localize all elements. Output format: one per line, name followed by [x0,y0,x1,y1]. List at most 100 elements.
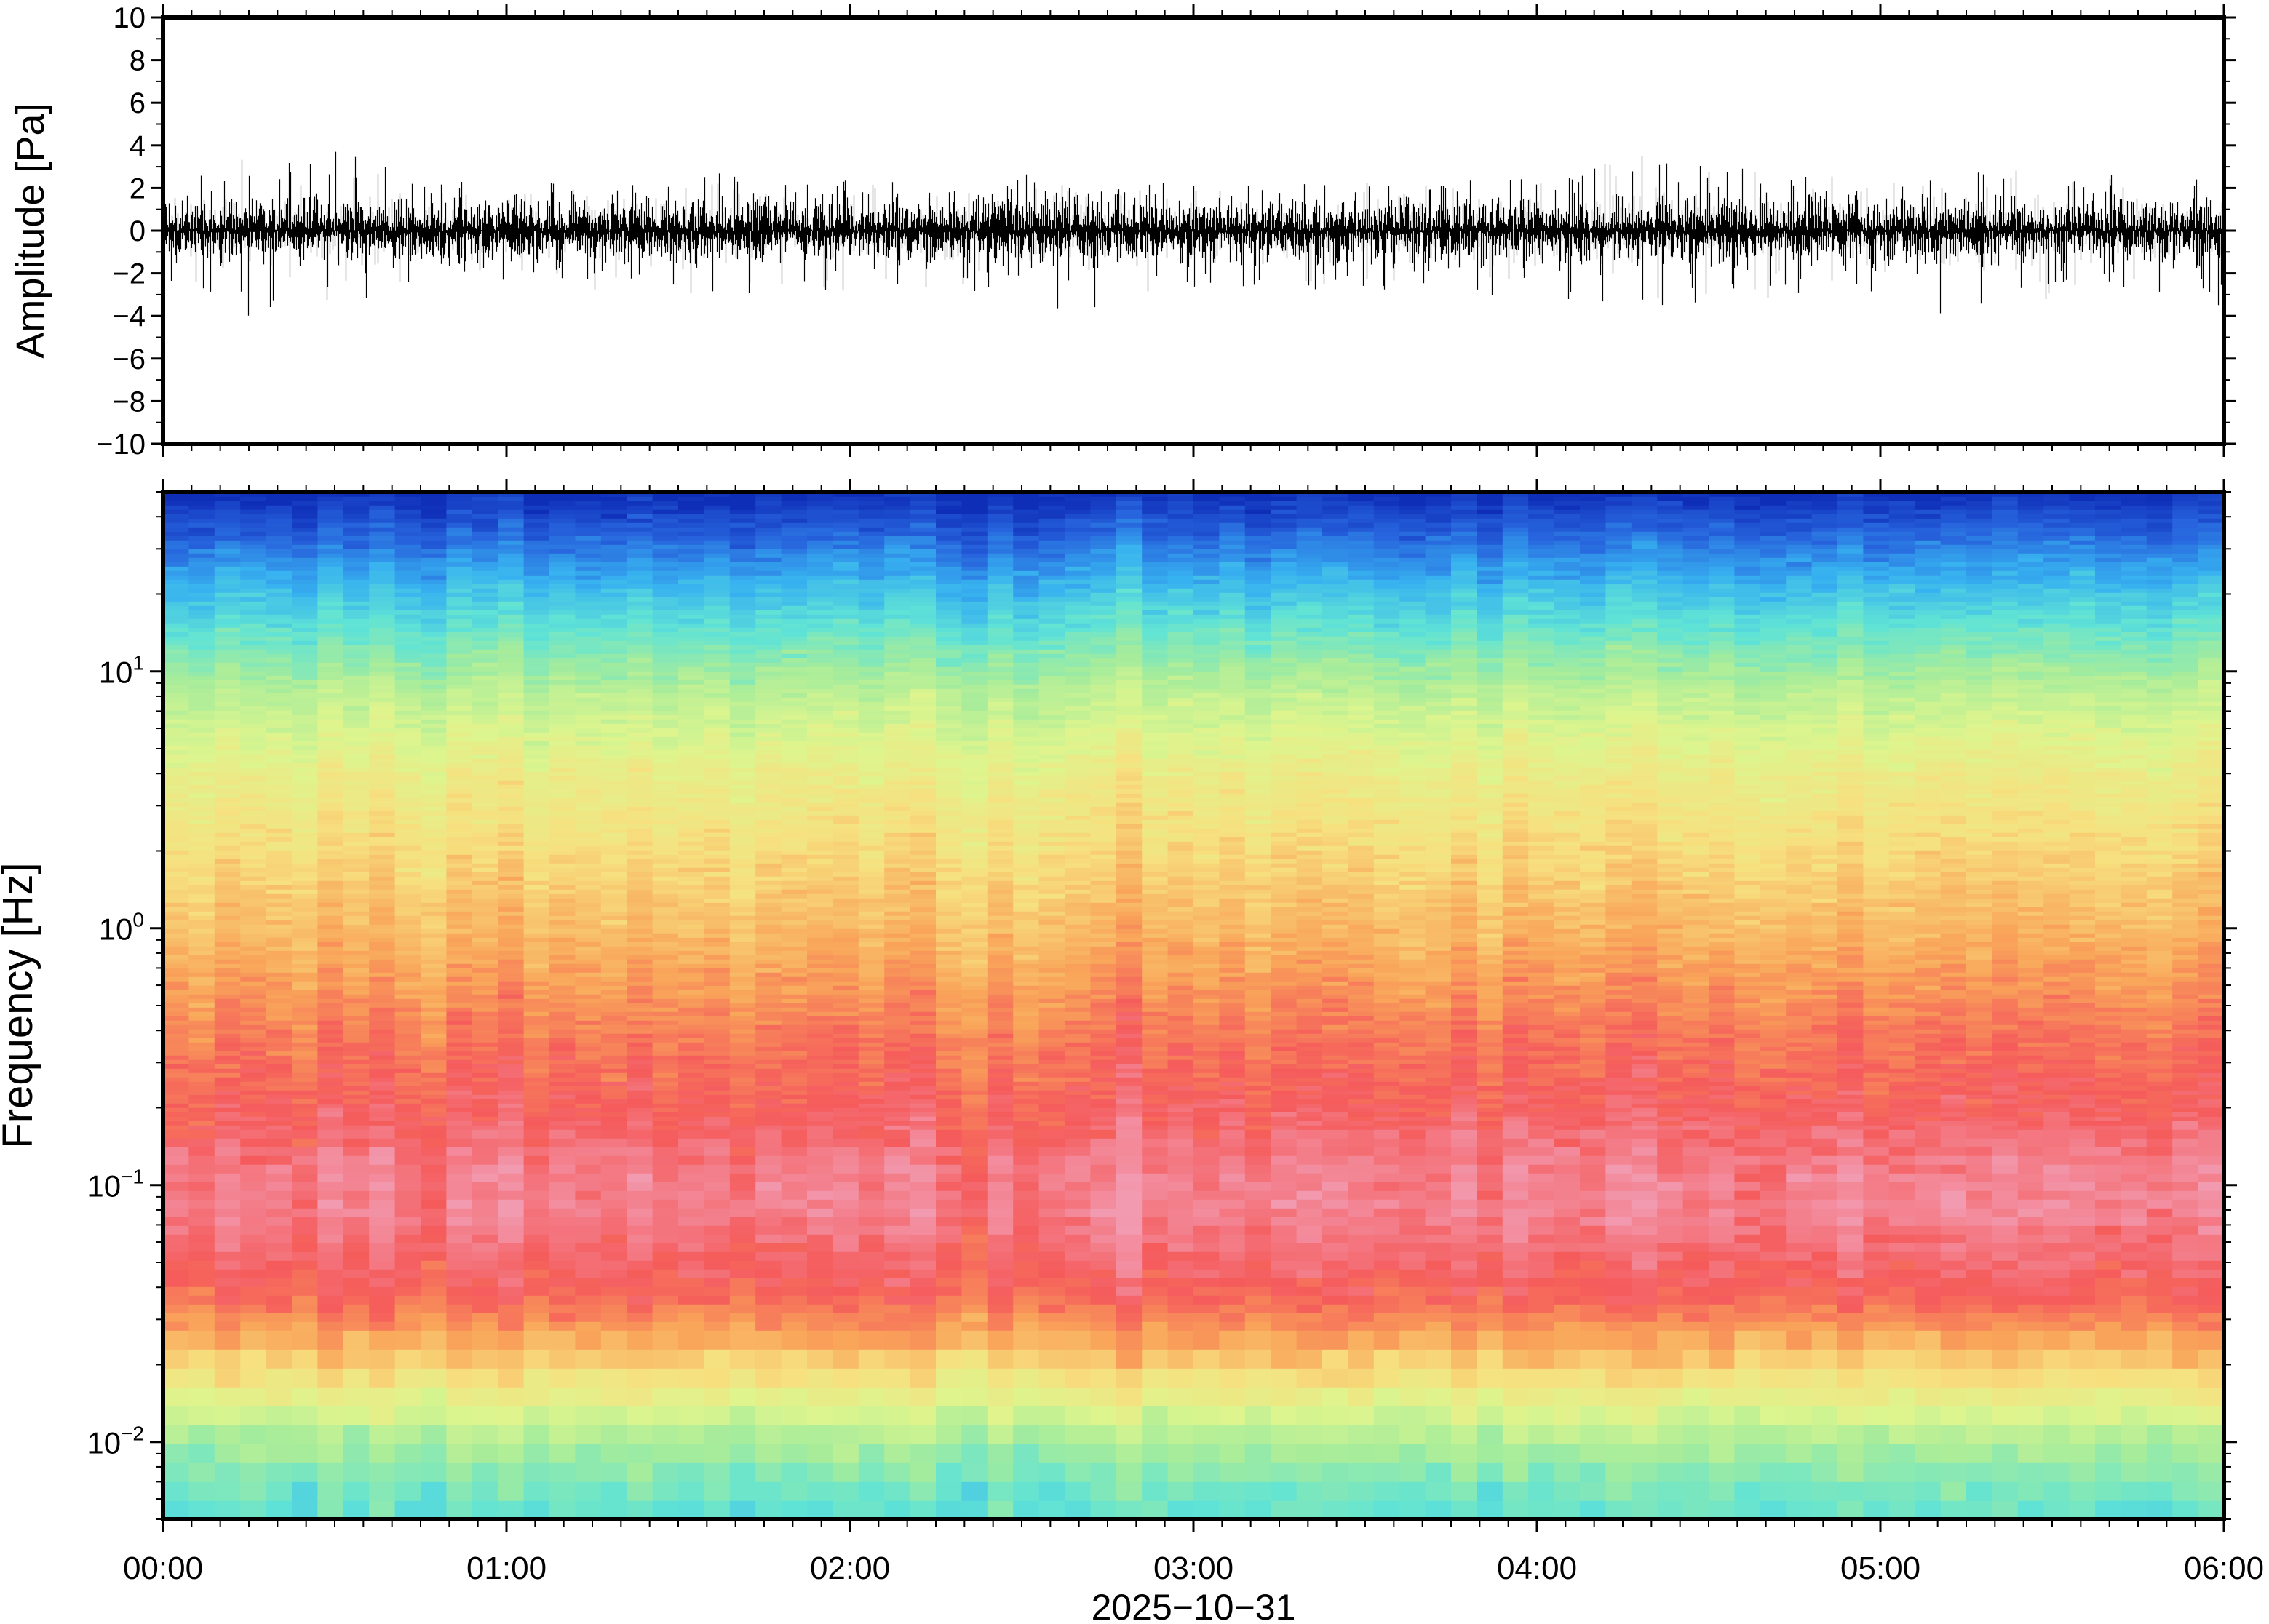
spectrogram-cell [1193,1313,1220,1322]
spectrogram-cell [1760,1251,1787,1261]
spectrogram-cell [369,1051,396,1056]
spectrogram-cell [2198,1330,2224,1350]
spectrogram-cell [1837,1182,1864,1191]
spectrogram-cell [343,1107,370,1112]
spectrogram-cell [704,1033,731,1038]
spectrogram-cell [343,1500,370,1519]
spectrogram-cell [884,1444,911,1463]
spectrogram-cell [1090,1016,1117,1021]
spectrogram-cell [1271,1500,1298,1519]
spectrogram-cell [1065,1406,1092,1425]
spectrogram-cell [936,1217,963,1226]
spectrogram-cell [1528,1368,1555,1388]
spectrogram-cell [498,1011,525,1016]
spectrogram-cell [1915,1046,1942,1051]
spectrogram-cell [1090,1500,1117,1519]
spectrogram-cell [1477,1278,1503,1287]
spectrogram-cell [1554,1051,1581,1056]
spectrogram-cell [1142,1225,1169,1235]
spectrogram-cell [2172,1138,2199,1147]
spectrogram-cell [1682,1068,1709,1073]
spectrogram-cell [1992,1368,2019,1388]
spectrogram-cell [1477,1368,1503,1388]
spectrogram-cell [266,1164,293,1174]
spectrogram-cell [1605,1387,1632,1406]
spectrogram-cell [627,1051,653,1056]
spectrogram-cell [343,1368,370,1388]
spectrogram-cell [1142,1425,1169,1444]
spectrogram-cell [421,1059,448,1064]
spectrogram-cell [421,1020,448,1025]
spectrogram-cell [498,1500,525,1519]
spectrogram-cell [1786,1173,1813,1182]
spectrogram-cell [1605,1055,1632,1060]
spectrogram-cell [1167,1295,1194,1305]
spectrogram-cell [1631,1116,1658,1121]
spectrogram-cell [1425,1164,1452,1174]
spectrogram-cell [936,1094,963,1099]
spectrogram-cell [1863,1286,1890,1296]
spectrogram-cell [2069,1260,2096,1270]
spectrogram-cell [188,1368,215,1388]
spectrogram-cell [1657,1444,1684,1463]
spectrogram-cell [627,1173,653,1182]
spectrogram-cell [2198,1199,2224,1209]
spectrogram-cell [1451,1243,1478,1252]
spectrogram-cell [1992,1147,2019,1156]
spectrogram-cell [266,1286,293,1296]
spectrogram-cell [678,1321,705,1331]
spectrogram-cell [1631,1481,1658,1501]
spectrogram-cell [2017,1094,2044,1099]
spectrogram-cell [446,1064,473,1069]
spectrogram-cell [1992,1349,2019,1369]
spectrogram-cell [1399,1462,1426,1482]
spectrogram-cell [1837,1199,1864,1209]
spectrogram-cell [292,1090,319,1095]
spectrogram-cell [987,1243,1014,1252]
spectrogram-cell [884,1190,911,1200]
spectrogram-cell [214,1116,241,1121]
spectrogram-cell [214,1406,241,1425]
spectrogram-cell [575,1217,602,1226]
spectrogram-cell [1193,1225,1220,1235]
spectrogram-cell [1682,1330,1709,1350]
spectrogram-cell [1580,1349,1607,1369]
spectrogram-cell [833,1055,859,1060]
spectrogram-cell [1811,1020,1838,1025]
spectrogram-cell [1038,1349,1065,1369]
spectrogram-cell [343,1068,370,1073]
spectrogram-cell [1554,1068,1581,1073]
spectrogram-cell [523,1068,550,1073]
spectrogram-cell [1554,1138,1581,1147]
spectrogram-cell [2043,1020,2070,1025]
spectrogram-cell [1682,1055,1709,1060]
spectrogram-cell [678,1064,705,1069]
spectrogram-cell [1193,1064,1220,1069]
spectrogram-cell [1605,1217,1632,1226]
spectrogram-cell [1682,1099,1709,1104]
spectrogram-cell [2172,1269,2199,1278]
spectrogram-cell [1451,1217,1478,1226]
spectrogram-cell [394,1173,421,1182]
spectrogram-cell [214,1094,241,1099]
spectrogram-cell [987,1086,1014,1091]
spectrogram-cell [1682,1243,1709,1252]
spectrogram-cell [1038,1251,1065,1261]
spectrogram-cell [1167,1286,1194,1296]
spectrogram-cell [2146,1260,2173,1270]
spectrogram-cell [1322,1164,1349,1174]
spectrogram-cell [910,1173,937,1182]
spectrogram-cell [188,1020,215,1025]
spectrogram-cell [2146,1286,2173,1296]
spectrogram-cell [317,1016,344,1021]
spectrogram-cell [1244,1055,1271,1060]
spectrogram-cell [472,1011,498,1016]
spectrogram-cell [498,1330,525,1350]
spectrogram-cell [1271,1024,1298,1030]
spectrogram-cell [1992,1164,2019,1174]
spectrogram-cell [2043,1033,2070,1038]
spectrogram-cell [987,1295,1014,1305]
spectrogram-cell [807,1234,834,1243]
spectrogram-cell [394,1368,421,1388]
spectrogram-cell [1038,1064,1065,1069]
